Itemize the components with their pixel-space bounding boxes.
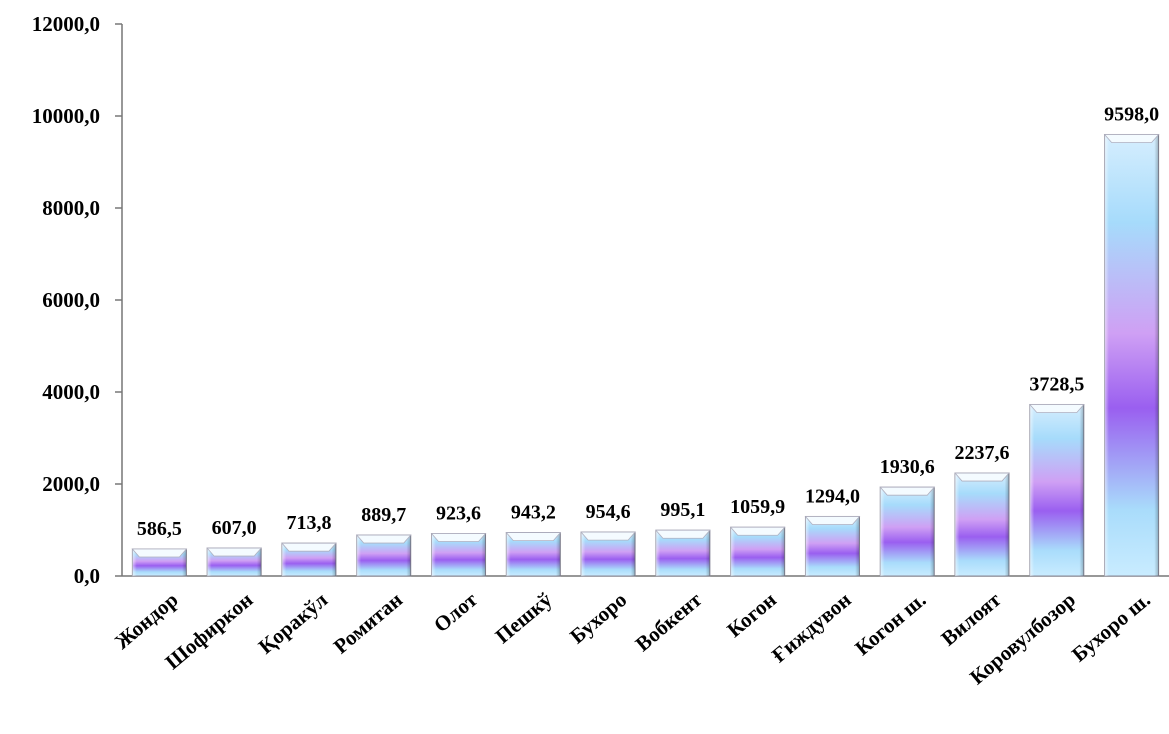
y-tick-label: 2000,0 [42,472,100,496]
x-category-label: Пешкў [491,587,557,648]
data-label: 586,5 [137,518,182,540]
bar [355,534,412,577]
bar-cap [355,534,412,544]
bar-cap [804,516,861,525]
bar-cap [729,526,786,536]
y-tick-label: 0,0 [74,564,100,588]
data-label: 607,0 [212,517,257,539]
bar-cap [655,529,711,539]
bar-cap [430,533,487,542]
x-category-label: Ғиждувон [767,587,856,667]
bar [281,542,337,577]
data-label: 943,2 [511,502,556,524]
bar-shading [805,516,860,576]
data-label: 995,1 [660,499,705,521]
bar [1028,403,1085,577]
data-label: 1059,9 [730,496,785,518]
bar-shading [955,473,1010,576]
bar-cap [206,547,263,557]
bar-cap [1103,134,1160,143]
bar-shading [880,487,935,576]
bar [1103,133,1160,577]
bar [131,548,188,577]
y-tick-label: 12000,0 [32,12,100,36]
axes [121,24,1169,577]
data-label: 923,6 [436,503,481,525]
x-category-label: Когон ш. [850,587,930,660]
x-category-label: Бухоро [565,587,631,648]
bar [804,515,861,577]
data-label: 9598,0 [1104,103,1159,125]
y-ticks: 0,0 2000,0 4000,0 6000,0 8000,0 10000,0 12000,… [32,12,122,588]
data-label: 1294,0 [805,485,860,507]
data-label: 3728,5 [1029,373,1084,395]
y-tick-label: 6000,0 [42,288,100,312]
x-category-label: Жондор [110,587,183,653]
y-tick-label: 4000,0 [42,380,100,404]
bar-cap [131,548,188,558]
bar [505,532,562,577]
bar-shading [1104,134,1159,576]
data-label: 889,7 [361,504,406,526]
bar [580,531,636,577]
data-labels: 586,5 607,0 713,8 889,7 923,6 943,2 954,6 995,1… [137,103,1159,540]
data-label: 713,8 [286,512,331,534]
data-label: 2237,6 [955,442,1010,464]
bar-cap [580,531,636,541]
bar-cap [281,542,337,552]
x-category-label: Бухоро ш. [1067,587,1155,666]
y-tick-label: 10000,0 [32,104,100,128]
bar [879,486,936,577]
bars [131,133,1160,577]
bar-cap [505,532,562,542]
x-category-label: Қоракўл [254,587,333,658]
bar-cap [879,486,936,496]
bar-shading [1029,404,1084,576]
x-category-label: Вобкент [631,587,707,656]
x-category-label: Олот [429,587,482,637]
bar-cap [954,472,1010,482]
bar [655,529,711,577]
bar [954,472,1010,577]
bar [729,526,786,577]
y-tick-label: 8000,0 [42,196,100,220]
data-label: 1930,6 [880,456,935,478]
bar-cap [1028,404,1085,413]
bar [430,533,487,577]
data-label: 954,6 [586,501,631,523]
x-category-label: Когон [722,587,781,642]
x-category-label: Вилоят [936,587,1005,651]
bar [206,547,263,577]
x-category-label: Ромитан [329,587,407,658]
